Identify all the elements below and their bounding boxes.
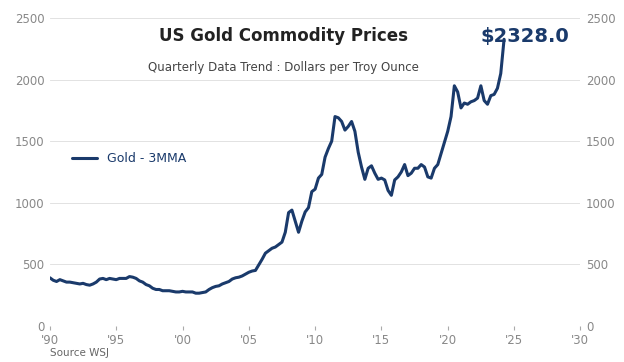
Gold - 3MMA: [228, 277, 236, 281]
Gold - 3MMA: [374, 177, 382, 181]
Gold - 3MMA: [308, 189, 316, 194]
Gold - 3MMA: [192, 291, 200, 295]
Text: Quarterly Data Trend : Dollars per Troy Ounce: Quarterly Data Trend : Dollars per Troy …: [148, 61, 419, 74]
Gold - 3MMA: [434, 163, 442, 167]
Text: $2328.0: $2328.0: [481, 28, 570, 46]
Legend: Gold - 3MMA: Gold - 3MMA: [67, 147, 191, 171]
Gold - 3MMA: [494, 86, 501, 90]
Gold - 3MMA: [46, 275, 54, 280]
Text: US Gold Commodity Prices: US Gold Commodity Prices: [158, 28, 408, 45]
Line: Gold - 3MMA: Gold - 3MMA: [50, 39, 504, 293]
Gold - 3MMA: [215, 284, 223, 288]
Text: Source WSJ: Source WSJ: [50, 348, 109, 358]
Gold - 3MMA: [500, 37, 508, 41]
